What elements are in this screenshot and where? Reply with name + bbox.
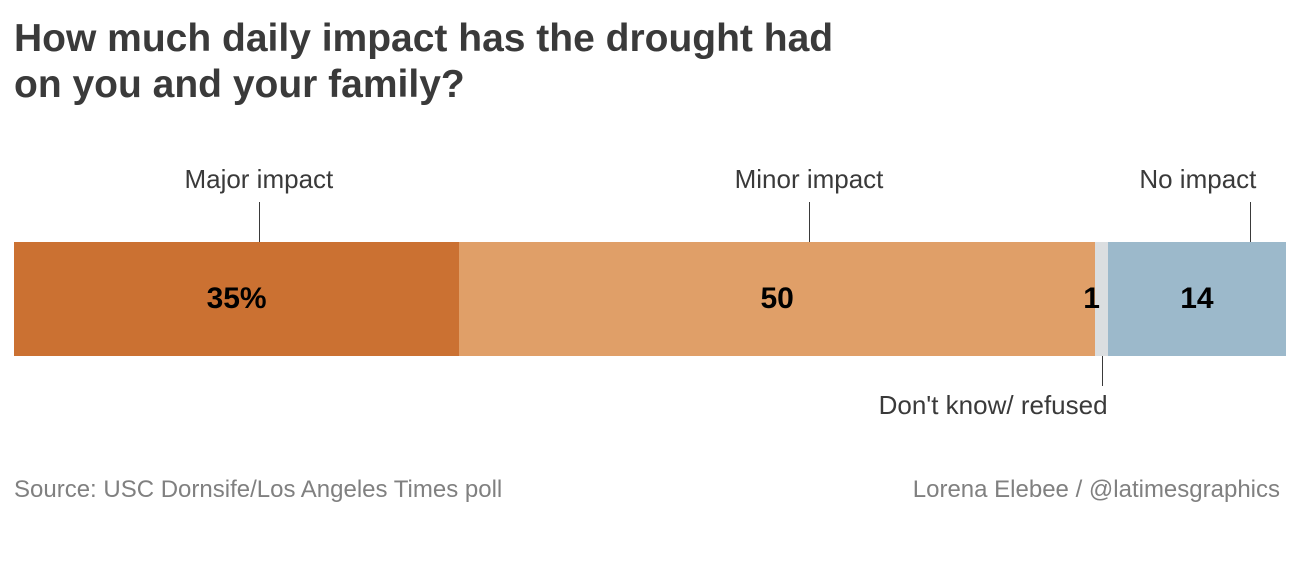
chart-title-line2: on you and your family? xyxy=(14,63,465,106)
segment-value-dkref: 1 xyxy=(1083,282,1100,316)
source-text: Source: USC Dornsife/Los Angeles Times p… xyxy=(14,476,502,504)
tick-minor xyxy=(809,202,810,242)
credit-text: Lorena Elebee / @latimesgraphics xyxy=(913,476,1280,504)
label-minor: Minor impact xyxy=(735,164,884,195)
segment-noimpact: 14 xyxy=(1108,242,1286,356)
chart-title: How much daily impact has the drought ha… xyxy=(14,16,1286,108)
tick-noimpact xyxy=(1250,202,1251,242)
label-dkref: Don't know/ refused xyxy=(879,390,1108,421)
labels-top: Major impact Minor impact No impact xyxy=(14,164,1286,242)
stacked-bar: 35% 50 1 14 xyxy=(14,242,1286,356)
chart-title-line1: How much daily impact has the drought ha… xyxy=(14,17,833,60)
segment-value-major: 35% xyxy=(207,282,267,316)
segment-value-minor: 50 xyxy=(761,282,794,316)
tick-major xyxy=(259,202,260,242)
labels-bottom: Don't know/ refused xyxy=(14,356,1286,424)
label-major: Major impact xyxy=(184,164,333,195)
segment-dkref: 1 xyxy=(1095,242,1108,356)
segment-minor: 50 xyxy=(459,242,1095,356)
chart-footer: Source: USC Dornsife/Los Angeles Times p… xyxy=(14,476,1286,504)
label-noimpact: No impact xyxy=(1139,164,1256,195)
segment-major: 35% xyxy=(14,242,459,356)
segment-value-noimpact: 14 xyxy=(1180,282,1213,316)
tick-dkref xyxy=(1102,356,1103,386)
